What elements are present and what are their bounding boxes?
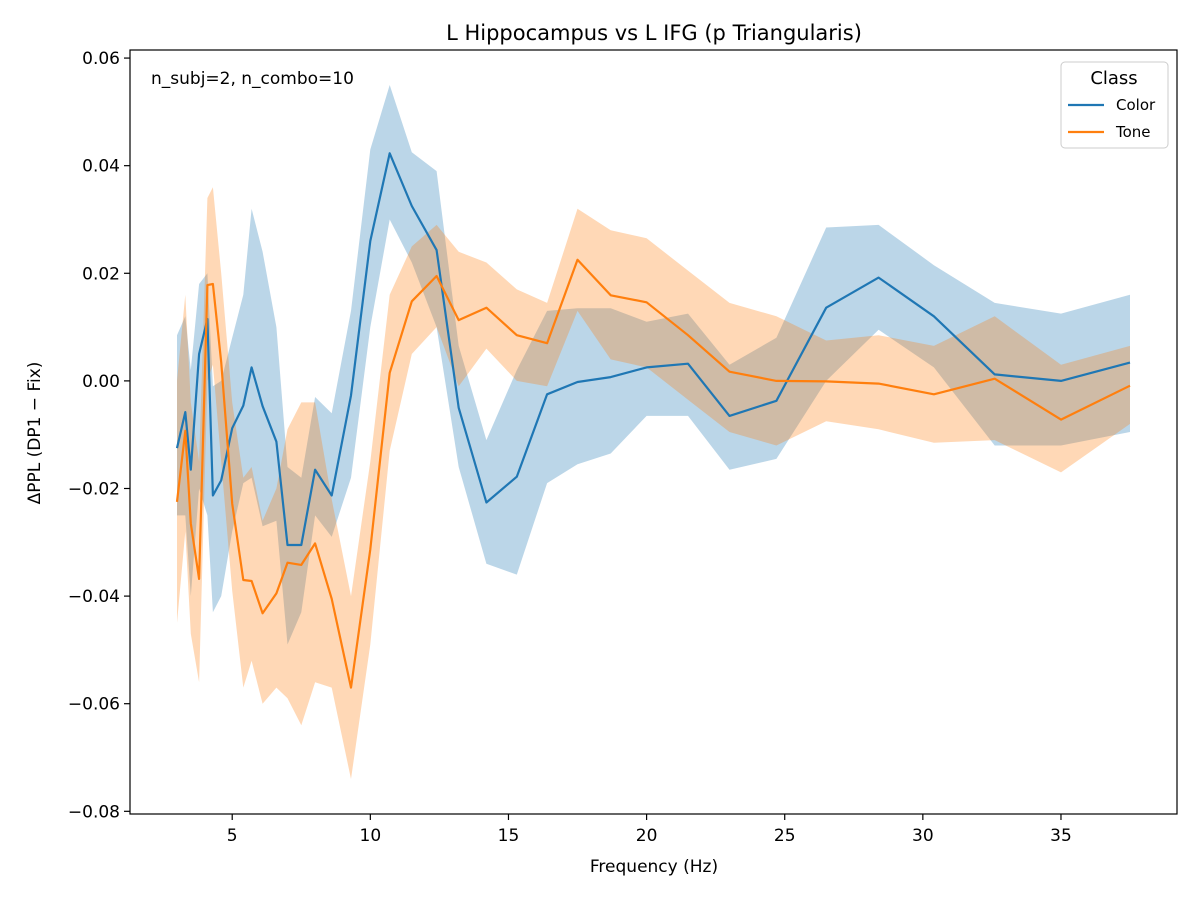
plot-frame [129, 49, 1178, 815]
y-tick-label: −0.08 [68, 802, 120, 822]
legend: Class Color Tone [1060, 61, 1169, 149]
x-axis-ticks: 5 10 15 20 25 30 35 [227, 814, 1072, 846]
y-tick-label: 0.00 [82, 372, 120, 392]
legend-label-color: Color [1116, 96, 1156, 114]
y-axis-label: ΔPPL (DP1 − Fix) [25, 362, 45, 505]
legend-items: Color Tone [1068, 96, 1156, 141]
legend-title: Class [1090, 68, 1137, 89]
legend-label-tone: Tone [1115, 123, 1151, 141]
series-lines [175, 152, 1131, 689]
y-tick-label: 0.04 [82, 157, 120, 177]
x-axis-label: Frequency (Hz) [590, 857, 718, 877]
x-tick-label: 25 [774, 826, 796, 846]
confidence-bands [177, 85, 1130, 779]
y-tick-label: −0.02 [68, 479, 120, 499]
x-tick-label: 5 [227, 826, 238, 846]
x-tick-label: 35 [1050, 826, 1072, 846]
y-tick-label: 0.02 [82, 264, 120, 284]
line-color [175, 152, 1131, 547]
x-tick-label: 20 [636, 826, 658, 846]
y-axis-ticks: −0.08 −0.06 −0.04 −0.02 0.00 0.02 0.04 0.06 [68, 49, 130, 822]
line-tone [175, 258, 1131, 689]
sample-size-annotation: n_subj=2, n_combo=10 [151, 69, 354, 89]
y-tick-label: −0.06 [68, 695, 120, 715]
x-tick-label: 30 [912, 826, 934, 846]
x-tick-label: 10 [360, 826, 382, 846]
legend-box [1060, 61, 1169, 149]
y-tick-label: −0.04 [68, 587, 120, 607]
chart-title: L Hippocampus vs L IFG (p Triangularis) [446, 21, 862, 45]
band-tone [177, 187, 1130, 779]
x-tick-label: 15 [498, 826, 520, 846]
band-color [177, 85, 1130, 645]
y-tick-label: 0.06 [82, 49, 120, 69]
